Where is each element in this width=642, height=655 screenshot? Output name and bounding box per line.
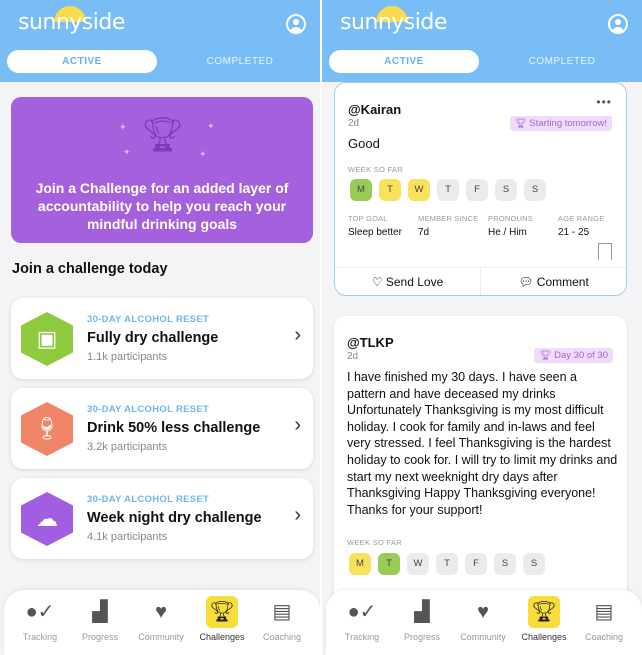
tab-active[interactable]: ACTIVE (329, 50, 479, 73)
challenge-card[interactable]: ▣ 30-DAY ALCOHOL RESET Fully dry challen… (11, 298, 313, 379)
week-label: WEEK SO FAR (348, 165, 403, 174)
community-icon: ♥ (477, 601, 489, 623)
day-chip: M (349, 553, 371, 575)
nav-progress[interactable]: ▟ Progress (70, 596, 130, 642)
nav-coaching[interactable]: ▤ Coaching (252, 596, 312, 642)
wine-glasses-icon: 🍷︎ (21, 402, 73, 456)
community-icon: ♥ (155, 601, 167, 623)
day-chip: T (378, 553, 400, 575)
day-chip: T (379, 179, 401, 201)
stat-top-goal: TOP GOAL Sleep better (348, 214, 402, 238)
challenge-kicker: 30-DAY ALCOHOL RESET (87, 494, 210, 505)
challenge-kicker: 30-DAY ALCOHOL RESET (87, 314, 210, 325)
app-header: sunnyside ACTIVE COMPLETED (0, 0, 320, 82)
nav-challenges[interactable]: 🏆︎ Challenges (514, 596, 574, 642)
tab-completed[interactable]: COMPLETED (528, 56, 596, 67)
week-days: M T W T F S S (350, 179, 546, 201)
stat-pronouns: PRONOUNS He / Him (488, 214, 533, 238)
progress-icon: ▟ (414, 601, 430, 623)
trophy-icon: 🏆︎ (141, 116, 185, 154)
post-time: 2d (347, 351, 359, 362)
challenge-participants: 3.2k participants (87, 441, 168, 453)
challenge-title: Fully dry challenge (87, 330, 219, 346)
progress-icon: ▟ (92, 601, 108, 623)
post-actions: ♡ Send Love 💬︎ Comment (335, 267, 626, 295)
challenge-title: Drink 50% less challenge (87, 420, 261, 436)
bookmark-icon[interactable] (598, 243, 612, 260)
more-options-icon[interactable]: ••• (596, 95, 612, 109)
week-days: M T W T F S S (349, 553, 545, 575)
nav-challenges[interactable]: 🏆︎ Challenges (192, 596, 252, 642)
clipboard-icon: ▤ (594, 601, 614, 623)
post-card: @Kairan 2d ••• 🏆︎ Starting tomorrow! Goo… (334, 82, 627, 296)
day-chip: S (523, 553, 545, 575)
post-time: 2d (348, 118, 360, 129)
day-chip: S (494, 553, 516, 575)
challenge-participants: 1.1k participants (87, 351, 168, 363)
join-challenge-banner: ✦ ✦ ✦ ✦ 🏆︎ Join a Challenge for an added la… (11, 97, 313, 243)
chevron-right-icon: › (294, 414, 301, 436)
stat-member-since: MEMBER SINCE 7d (418, 214, 479, 238)
day-chip: T (437, 179, 459, 201)
trophy-icon: 🏆︎ (528, 596, 560, 628)
day-chip: W (407, 553, 429, 575)
day-chip: S (495, 179, 517, 201)
nav-community[interactable]: ♥ Community (453, 596, 513, 642)
nav-coaching[interactable]: ▤ Coaching (574, 596, 634, 642)
tracking-icon: ●✓ (25, 601, 55, 623)
chevron-right-icon: › (294, 504, 301, 526)
challenges-screen: sunnyside ACTIVE COMPLETED ✦ ✦ ✦ ✦ 🏆︎ Join … (0, 0, 320, 655)
sunnyside-logo: sunnyside (18, 6, 125, 35)
challenge-kicker: 30-DAY ALCOHOL RESET (87, 404, 210, 415)
section-heading: Join a challenge today (12, 261, 168, 277)
challenge-title: Week night dry challenge (87, 510, 262, 526)
heart-icon: ♡ (371, 275, 383, 289)
status-badge: 🏆︎ Day 30 of 30 (534, 348, 613, 363)
day-chip: W (408, 179, 430, 201)
day-chip: F (466, 179, 488, 201)
night-clouds-icon: ☁︎ (21, 492, 73, 546)
tab-active[interactable]: ACTIVE (7, 50, 157, 73)
day-chip: S (524, 179, 546, 201)
chevron-right-icon: › (294, 324, 301, 346)
challenge-participants: 4.1k participants (87, 531, 168, 543)
post-card: @TLKP 2d 🏆︎ Day 30 of 30 I have finished… (334, 316, 627, 616)
nav-tracking[interactable]: ●✓ Tracking (10, 596, 70, 642)
sunnyside-logo: sunnyside (340, 6, 447, 35)
clipboard-icon: ▤ (272, 601, 292, 623)
post-username[interactable]: @TLKP (347, 335, 394, 350)
day-chip: T (436, 553, 458, 575)
nav-community[interactable]: ♥ Community (131, 596, 191, 642)
challenge-card[interactable]: ☁︎ 30-DAY ALCOHOL RESET Week night dry c… (11, 478, 313, 559)
tracking-icon: ●✓ (347, 601, 377, 623)
app-header: sunnyside ACTIVE COMPLETED (322, 0, 642, 82)
challenge-feed-screen: sunnyside ACTIVE COMPLETED @Kairan 2d ••… (322, 0, 642, 655)
comment-button[interactable]: 💬︎ Comment (480, 268, 626, 295)
post-body: Good (348, 136, 380, 151)
bottom-nav: ●✓ Tracking ▟ Progress ♥ Community 🏆︎ Challe… (326, 590, 642, 655)
comment-icon: 💬︎ (518, 275, 534, 289)
trophy-icon: 🏆︎ (206, 596, 238, 628)
profile-icon[interactable] (608, 14, 628, 34)
week-label: WEEK SO FAR (347, 538, 402, 547)
post-body: I have finished my 30 days. I have seen … (347, 370, 618, 517)
stat-age-range: AGE RANGE 21 - 25 (558, 214, 605, 238)
nav-tracking[interactable]: ●✓ Tracking (332, 596, 392, 642)
day-chip: F (465, 553, 487, 575)
status-badge: 🏆︎ Starting tomorrow! (509, 116, 612, 131)
post-username[interactable]: @Kairan (348, 102, 402, 117)
day-chip: M (350, 179, 372, 201)
tab-completed[interactable]: COMPLETED (206, 56, 274, 67)
profile-icon[interactable] (286, 14, 306, 34)
send-love-button[interactable]: ♡ Send Love (371, 275, 444, 289)
calendar-icon: ▣ (21, 312, 73, 366)
nav-progress[interactable]: ▟ Progress (392, 596, 452, 642)
bottom-nav: ●✓ Tracking ▟ Progress ♥ Community 🏆︎ Challe… (4, 590, 320, 655)
banner-text: Join a Challenge for an added layer of a… (35, 180, 289, 232)
challenge-card[interactable]: 🍷︎ 30-DAY ALCOHOL RESET Drink 50% less c… (11, 388, 313, 469)
